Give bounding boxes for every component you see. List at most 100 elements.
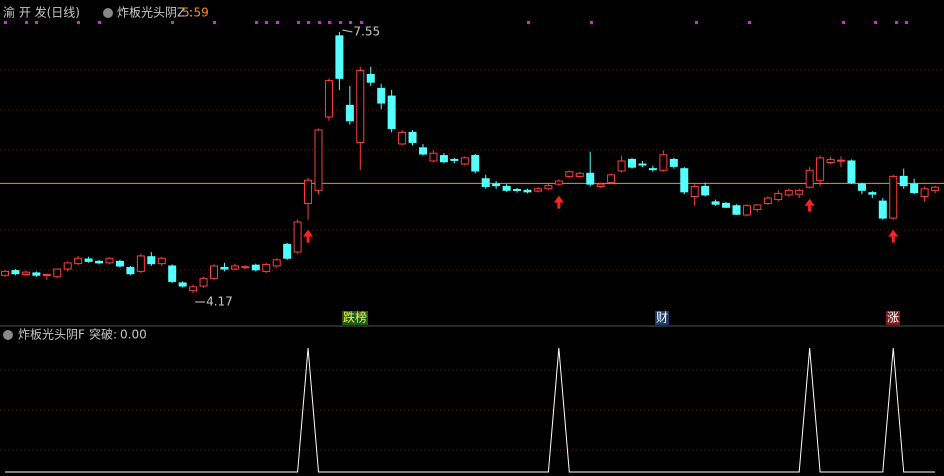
candle-body [533, 188, 542, 192]
signal-arrow [804, 198, 815, 212]
candle-body [502, 185, 511, 191]
candle-body [868, 192, 877, 195]
candle-body [732, 205, 741, 215]
candle-body [157, 257, 166, 265]
candle-body [439, 155, 448, 163]
candle-body [377, 87, 386, 104]
candle-body [335, 35, 344, 79]
candle-body [11, 270, 20, 275]
candle-body [920, 188, 929, 197]
candle-body [241, 266, 250, 269]
lower-indicator-name: 炸板光头阴F [18, 328, 85, 342]
candle-body [460, 157, 469, 165]
signal-arrow [553, 195, 564, 209]
candle-body [189, 286, 198, 292]
candle-body [878, 200, 887, 219]
candle-body [304, 179, 313, 204]
indicator-value: 5.59 [182, 6, 209, 20]
candle-body [701, 185, 710, 196]
candle-body [910, 183, 919, 194]
candle-body [659, 154, 668, 171]
candle-body [742, 205, 751, 216]
candle-body [356, 70, 365, 143]
candle-body [544, 185, 553, 190]
candle-body [345, 104, 354, 122]
low-label: 4.17 [206, 295, 233, 309]
candle-body [816, 157, 825, 181]
indicator-icon[interactable] [103, 8, 113, 18]
candle-body [74, 257, 83, 265]
candle-body [492, 183, 501, 187]
candle-body [607, 174, 616, 184]
stock-title: 渝 开 发(日线) [3, 5, 80, 20]
candle-body [32, 272, 41, 276]
candle-body [722, 202, 731, 208]
candle-body [115, 260, 124, 267]
candle-body [680, 168, 689, 193]
high-label: 7.55 [353, 25, 380, 39]
candle-body [408, 131, 417, 143]
tag: 财 [656, 311, 668, 325]
candle-body [429, 152, 438, 162]
candle-body [753, 204, 762, 211]
signal-arrow [303, 229, 314, 243]
candle-body [398, 131, 407, 145]
candle-body [126, 267, 135, 275]
candle-body [262, 263, 271, 272]
candle-body [419, 147, 427, 155]
lower-value-name: 突破: [89, 327, 117, 342]
candle-body [84, 258, 93, 262]
candle-body [272, 259, 281, 267]
candle-body [617, 160, 626, 172]
candle-body [628, 158, 636, 168]
candle-body [795, 189, 804, 195]
candle-body [1, 270, 9, 276]
candle-body [837, 159, 845, 162]
candle-body [471, 155, 480, 172]
candle-body [596, 183, 605, 187]
indicator-name: 炸板光头阴Z : [117, 6, 193, 20]
candle-body [690, 185, 699, 197]
tag: 跌榜 [343, 310, 367, 325]
signal-arrow [888, 229, 899, 243]
signal-line [5, 347, 936, 473]
candle-body [513, 189, 522, 192]
lower-value: 0.00 [120, 328, 147, 342]
candle-body [638, 163, 647, 166]
candle-body [648, 168, 657, 171]
candle-body [366, 73, 375, 83]
candle-body [105, 257, 114, 264]
tag: 涨 [887, 310, 899, 325]
candle-body [283, 243, 292, 259]
candle-body [711, 201, 720, 205]
candle-body [805, 169, 814, 188]
candle-body [230, 265, 239, 270]
candle-body [53, 268, 62, 278]
candle-body [857, 183, 866, 191]
candle-body [95, 260, 104, 264]
candle-body [210, 265, 218, 279]
candle-body [586, 172, 595, 185]
indicator-icon[interactable] [3, 330, 13, 340]
candle-body [314, 129, 323, 191]
tag-bg [655, 311, 669, 325]
candle-body [387, 95, 396, 130]
candle-body [575, 172, 584, 177]
candle-body [450, 158, 459, 161]
candle-body [889, 175, 898, 219]
candle-body [481, 178, 490, 187]
candle-body [178, 282, 187, 287]
candle-body [931, 186, 940, 191]
candle-body [774, 192, 783, 201]
candle-body [220, 267, 229, 270]
candle-body [168, 265, 177, 282]
candle-body [565, 171, 574, 177]
candle-body [136, 255, 145, 272]
candle-body [763, 197, 772, 204]
candle-body [847, 160, 856, 184]
candle-body [251, 264, 260, 271]
tag-bg [342, 311, 368, 325]
candle-body [63, 262, 72, 270]
candle-body [523, 189, 532, 193]
